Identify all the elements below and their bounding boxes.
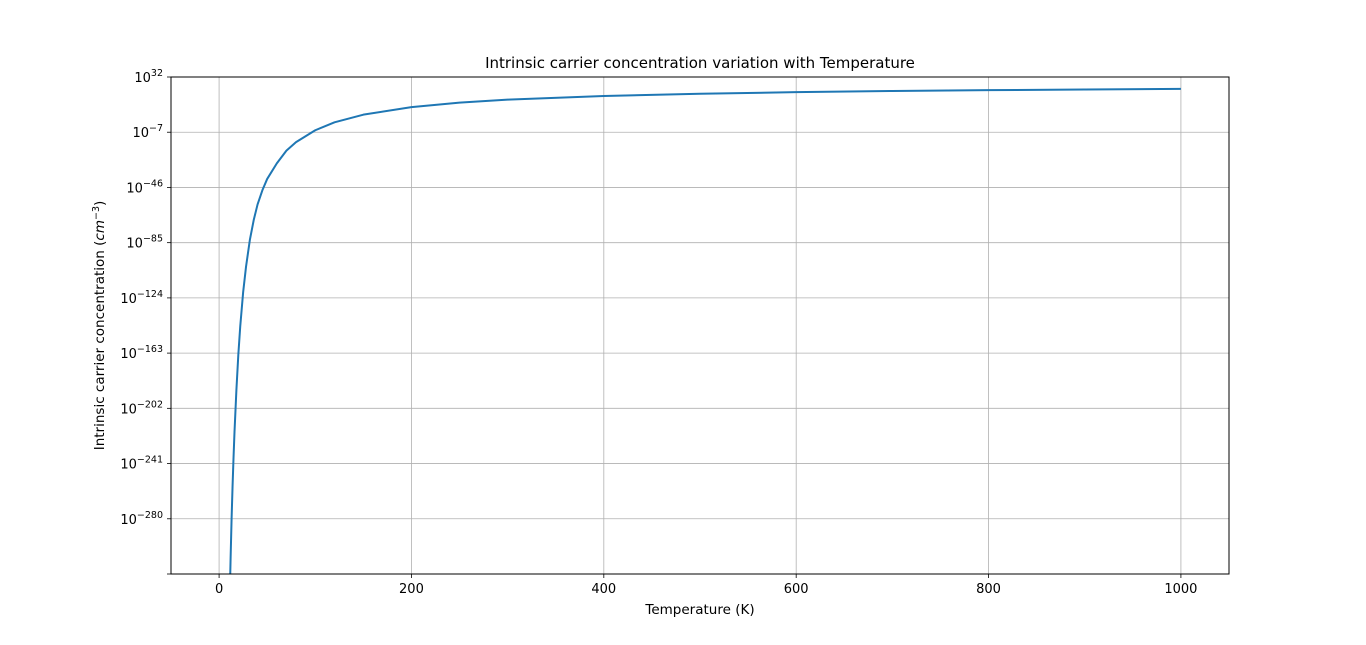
y-tick-label-exponent: −280 [137, 510, 163, 521]
x-tick-label: 1000 [1164, 582, 1197, 597]
y-tick-label: 10−46 [126, 178, 163, 196]
series-layer [229, 87, 1181, 575]
x-axis-label: Temperature (K) [644, 602, 754, 618]
x-tick-label: 200 [399, 582, 424, 597]
y-tick-label-exponent: −124 [137, 289, 163, 300]
series-line [229, 87, 1181, 575]
y-tick-label-exponent: −163 [137, 344, 163, 355]
plot-frame [170, 76, 1230, 575]
y-axis-label: Intrinsic carrier concentration (cm−3) [91, 201, 108, 451]
y-tick-label-exponent: 32 [151, 68, 163, 79]
y-tick-label-exponent: −46 [143, 178, 163, 189]
y-tick-label-base: 10 [120, 402, 137, 417]
y-tick-label: 10−163 [120, 344, 163, 362]
chart-title: Intrinsic carrier concentration variatio… [485, 54, 915, 72]
y-tick-label: 10−85 [126, 234, 163, 252]
y-axis-label-main: Intrinsic carrier concentration ( [92, 241, 108, 451]
y-tick-label-base: 10 [120, 513, 137, 528]
y-axis-label-unit: cm [92, 220, 108, 241]
y-tick-label-base: 10 [126, 181, 143, 196]
y-tick-label-base: 10 [132, 126, 149, 141]
grid [171, 76, 1229, 574]
y-tick-label-base: 10 [120, 347, 137, 362]
y-tick-label-exponent: −85 [143, 234, 163, 245]
y-tick-label: 10−124 [120, 289, 163, 307]
y-tick-label-exponent: −202 [137, 399, 163, 410]
y-tick-label-exponent: −7 [149, 123, 163, 134]
x-tick-label: 600 [784, 582, 809, 597]
y-tick-label: 10−202 [120, 399, 163, 417]
x-tick-label: 800 [976, 582, 1001, 597]
y-tick-label-base: 10 [126, 237, 143, 252]
x-ticks: 0 200 400 600 800 1000 [215, 574, 1197, 597]
x-tick-label: 0 [215, 582, 223, 597]
y-tick-label: 1032 [134, 68, 163, 86]
y-axis-label-unit-exp: −3 [91, 206, 102, 220]
y-tick-label: 10−7 [132, 123, 163, 141]
y-tick-label-base: 10 [134, 71, 151, 86]
y-tick-label: 10−280 [120, 510, 163, 528]
y-ticks: 103210−710−4610−8510−12410−16310−20210−2… [120, 68, 171, 575]
y-tick-label-base: 10 [120, 292, 137, 307]
y-tick-label-exponent: −241 [137, 455, 163, 466]
y-tick-label: 10−241 [120, 455, 163, 473]
y-axis-label-close: ) [92, 201, 108, 206]
y-tick-label-base: 10 [120, 458, 137, 473]
x-tick-label: 400 [591, 582, 616, 597]
